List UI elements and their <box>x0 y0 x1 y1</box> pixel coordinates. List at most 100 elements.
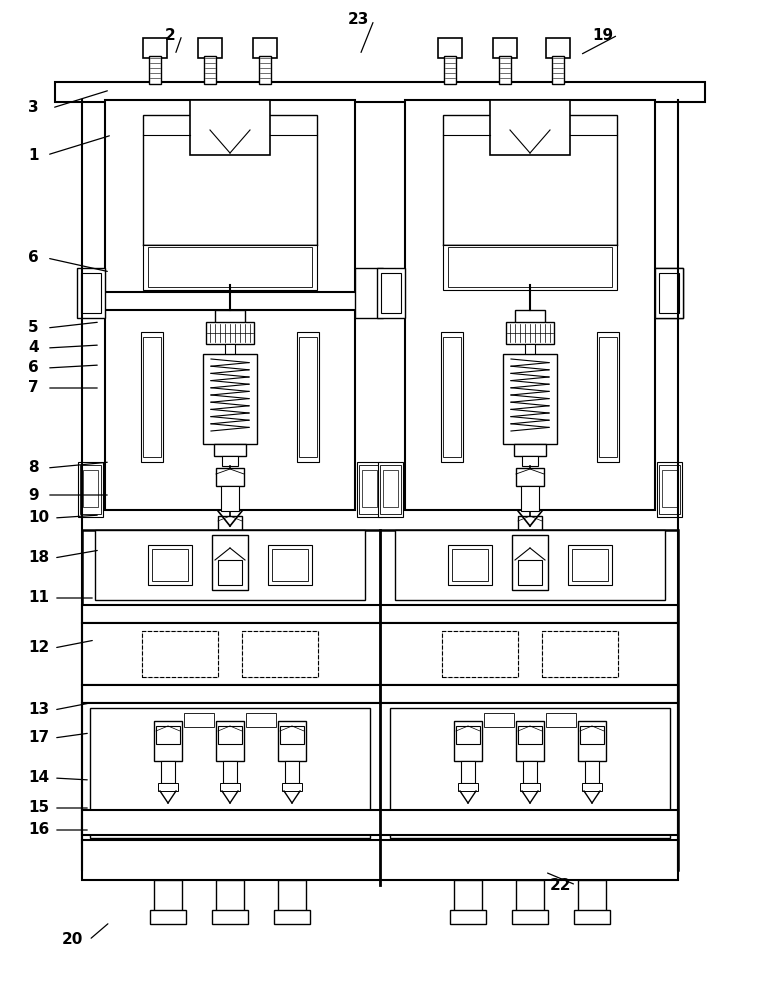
Bar <box>542 631 618 677</box>
Bar <box>520 783 540 791</box>
Bar <box>82 840 678 880</box>
Bar <box>149 56 161 84</box>
Bar <box>156 726 180 744</box>
Bar <box>272 549 308 581</box>
Bar <box>278 880 306 915</box>
Bar <box>405 100 655 510</box>
Text: 16: 16 <box>28 822 49 838</box>
Bar <box>214 444 246 456</box>
Bar <box>212 535 248 590</box>
Bar <box>552 56 564 84</box>
Text: 15: 15 <box>28 800 49 816</box>
Bar <box>221 486 239 511</box>
Text: 7: 7 <box>28 380 39 395</box>
Bar <box>518 516 542 534</box>
Bar <box>659 273 679 313</box>
Bar <box>518 726 542 744</box>
Bar <box>242 631 318 677</box>
Text: 13: 13 <box>28 702 49 718</box>
Text: 8: 8 <box>28 460 39 476</box>
Bar <box>216 880 244 915</box>
Text: 9: 9 <box>28 488 39 502</box>
Bar <box>572 549 608 581</box>
Bar <box>390 708 670 838</box>
Bar <box>82 810 678 835</box>
Bar <box>83 292 677 310</box>
Bar <box>452 549 488 581</box>
Text: 5: 5 <box>28 320 39 336</box>
Bar <box>578 721 606 761</box>
Bar <box>438 38 462 58</box>
Text: 17: 17 <box>28 730 49 746</box>
Bar <box>582 783 602 791</box>
Text: 4: 4 <box>28 340 39 356</box>
Bar <box>357 462 382 517</box>
Bar <box>278 721 306 761</box>
Bar <box>377 268 405 318</box>
Bar <box>142 631 218 677</box>
Bar <box>150 910 186 924</box>
Bar <box>516 468 544 486</box>
Bar <box>225 344 235 359</box>
Bar <box>523 761 537 783</box>
Bar <box>442 631 518 677</box>
Bar <box>82 605 678 623</box>
Bar <box>512 910 548 924</box>
Bar <box>514 444 546 456</box>
Bar <box>525 344 535 359</box>
Bar <box>574 910 610 924</box>
Bar <box>657 462 682 517</box>
Bar <box>141 332 163 462</box>
Text: 14: 14 <box>28 770 49 786</box>
Bar <box>282 783 302 791</box>
Bar <box>242 631 318 677</box>
Text: 20: 20 <box>62 932 84 948</box>
Bar <box>204 56 216 84</box>
Bar <box>585 761 599 783</box>
Bar <box>190 100 270 155</box>
Bar <box>568 545 612 585</box>
Bar <box>161 761 175 783</box>
Bar <box>154 880 182 915</box>
Bar <box>523 534 537 554</box>
Bar <box>578 880 606 915</box>
Bar <box>655 268 683 318</box>
Bar <box>222 456 238 466</box>
Bar <box>597 332 619 462</box>
Bar <box>143 245 317 290</box>
Text: 2: 2 <box>165 27 176 42</box>
Bar <box>454 880 482 915</box>
Bar <box>355 268 383 318</box>
Bar <box>662 470 677 507</box>
Bar <box>82 623 678 685</box>
Bar <box>380 465 401 514</box>
Bar <box>216 468 244 486</box>
Bar <box>143 38 167 58</box>
Bar <box>443 245 617 290</box>
Bar <box>522 456 538 466</box>
Bar <box>443 337 461 457</box>
Bar <box>299 337 317 457</box>
Bar <box>512 535 548 590</box>
Bar <box>506 322 554 344</box>
Bar <box>82 685 678 703</box>
Bar <box>78 462 103 517</box>
Text: 11: 11 <box>28 590 49 605</box>
Bar <box>81 273 101 313</box>
Bar <box>143 337 161 457</box>
Bar <box>362 470 377 507</box>
Bar <box>218 560 242 585</box>
Text: 12: 12 <box>28 641 49 656</box>
Bar <box>546 713 576 727</box>
Bar <box>381 273 401 313</box>
Bar <box>184 713 214 727</box>
Bar <box>516 721 544 761</box>
Bar <box>143 115 317 245</box>
Bar <box>203 354 257 444</box>
Text: 1: 1 <box>28 147 39 162</box>
Bar <box>448 545 492 585</box>
Text: 22: 22 <box>550 878 572 892</box>
Bar <box>442 631 518 677</box>
Bar <box>83 470 98 507</box>
Bar <box>454 721 482 761</box>
